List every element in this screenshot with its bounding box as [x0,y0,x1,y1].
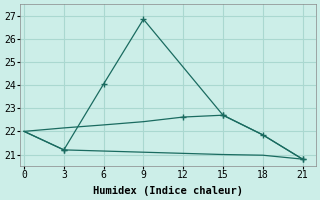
X-axis label: Humidex (Indice chaleur): Humidex (Indice chaleur) [93,186,243,196]
